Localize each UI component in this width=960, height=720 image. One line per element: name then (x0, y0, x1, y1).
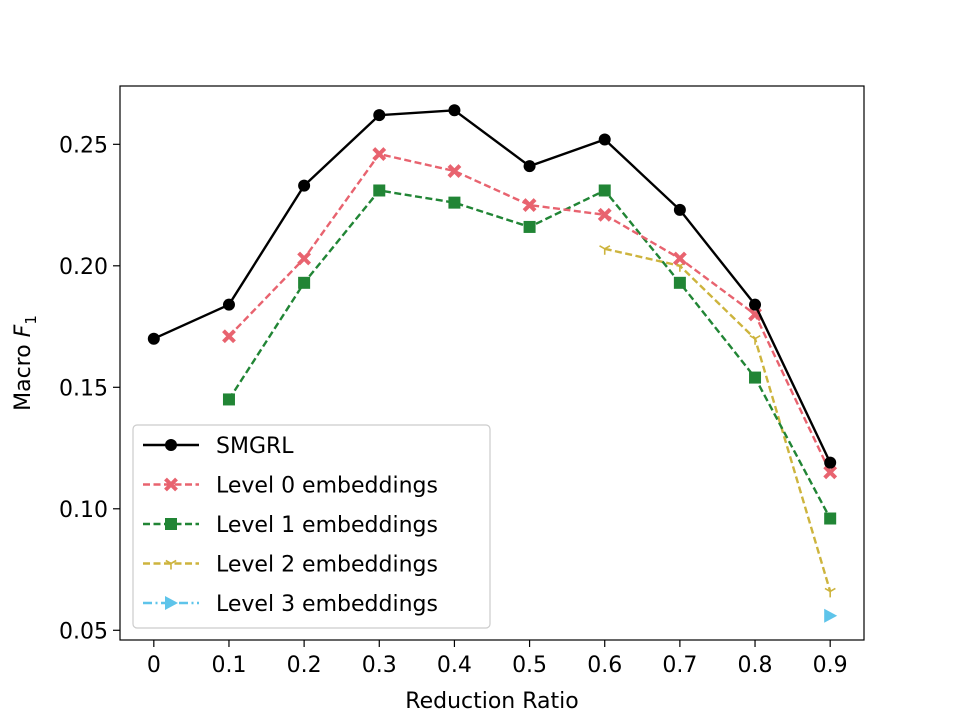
y-tick-label: 0.10 (59, 498, 108, 523)
series-level-2-embeddings-line (604, 247, 832, 592)
series-level-0-embeddings-point (597, 207, 612, 222)
series-level-1-embeddings (222, 184, 837, 525)
series-smgrl-point (222, 298, 235, 311)
legend-label: SMGRL (216, 434, 294, 459)
x-tick-label: 0.8 (738, 653, 773, 678)
legend-item: Level 1 embeddings (143, 513, 438, 538)
series-level-1-embeddings-point (749, 371, 762, 384)
legend: SMGRL Level 0 embeddings Level 1 embedding… (132, 424, 491, 629)
series-level-0-embeddings-point (672, 251, 687, 266)
series-level-0-embeddings-point (522, 198, 537, 212)
y-axis-label-sub: 1 (22, 315, 40, 325)
x-tick-label: 0.5 (512, 653, 547, 678)
legend-item: Level 2 embeddings (143, 553, 438, 578)
x-tick-label: 0.4 (437, 653, 472, 678)
series-level-1-embeddings-point (373, 184, 386, 197)
y-tick-label: 0.20 (59, 255, 108, 280)
legend-marker (165, 518, 177, 530)
legend-marker (165, 596, 178, 610)
series-smgrl-point (373, 109, 386, 122)
series-smgrl-line (153, 109, 832, 464)
series-smgrl-point (298, 179, 311, 192)
x-tick-label: 0 (147, 653, 161, 678)
series-smgrl-point (824, 456, 837, 469)
legend-marker (165, 439, 177, 451)
series-level-2-embeddings-point (824, 587, 836, 598)
series-level-1-embeddings-point (523, 220, 536, 233)
series-level-1-embeddings-point (824, 512, 837, 525)
y-axis-label-var: F (11, 324, 36, 337)
plot-frame (119, 85, 865, 641)
legend-marker (164, 477, 178, 492)
series-level-1-embeddings-point (222, 393, 235, 406)
series-smgrl (147, 104, 837, 469)
y-axis: 0.05 0.10 0.15 0.20 0.25 (59, 133, 120, 644)
y-axis-label-prefix: Macro (11, 337, 36, 411)
series-smgrl-point (598, 133, 611, 146)
x-tick-label: 0.9 (813, 653, 848, 678)
series-level-0-embeddings (222, 147, 838, 480)
x-axis: 0 0.1 0.2 0.3 0.4 0.5 0.6 0.7 0.8 0.9 (147, 640, 848, 678)
series-smgrl-point (673, 203, 686, 216)
series-smgrl-point (523, 160, 536, 173)
series-smgrl-point (448, 104, 461, 117)
legend-box (132, 424, 491, 629)
legend-item: SMGRL (143, 434, 294, 459)
y-axis-label: Macro F1 (11, 315, 40, 411)
x-tick-label: 0.7 (662, 653, 697, 678)
legend-label: Level 3 embeddings (216, 592, 438, 617)
series-level-0-embeddings-point (297, 251, 312, 266)
x-axis-label: Reduction Ratio (405, 689, 578, 714)
legend-item: Level 3 embeddings (143, 592, 438, 617)
series-level-2-embeddings-point (599, 245, 611, 255)
series-smgrl-point (749, 298, 762, 311)
legend-label: Level 1 embeddings (216, 513, 438, 538)
series-level-2-embeddings-point (749, 335, 761, 345)
series-level-0-embeddings-point (372, 147, 387, 161)
series-level-3-embeddings (824, 608, 838, 623)
series-level-3-embeddings-point (824, 608, 838, 623)
series-level-1-embeddings-point (673, 276, 686, 289)
series-layer (147, 104, 838, 623)
series-level-0-embeddings-point (823, 465, 838, 480)
legend-label: Level 2 embeddings (216, 553, 438, 578)
series-level-0-embeddings-point (222, 329, 236, 344)
legend-item: Level 0 embeddings (143, 474, 438, 499)
series-level-1-embeddings-point (298, 276, 311, 289)
legend-marker (165, 559, 177, 570)
x-tick-label: 0.2 (287, 653, 322, 678)
y-tick-label: 0.15 (59, 376, 108, 401)
y-tick-label: 0.25 (59, 133, 108, 158)
series-level-1-embeddings-point (448, 196, 461, 209)
x-tick-label: 0.6 (587, 653, 622, 678)
x-tick-label: 0.1 (211, 653, 246, 678)
y-tick-label: 0.05 (59, 619, 108, 644)
legend-label: Level 0 embeddings (216, 474, 438, 499)
x-tick-label: 0.3 (362, 653, 397, 678)
series-smgrl-point (147, 332, 160, 345)
series-level-0-embeddings-line (228, 152, 832, 473)
series-level-0-embeddings-point (447, 164, 462, 178)
series-level-1-embeddings-point (598, 184, 611, 197)
